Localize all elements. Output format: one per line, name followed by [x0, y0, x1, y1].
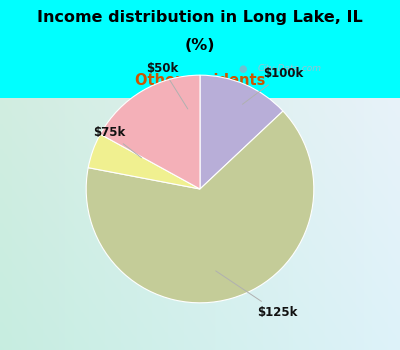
Text: (%): (%): [185, 37, 215, 52]
Wedge shape: [200, 75, 283, 189]
Text: $50k: $50k: [146, 62, 188, 109]
Text: City-Data.com: City-Data.com: [258, 64, 322, 74]
Wedge shape: [88, 134, 200, 189]
Text: $125k: $125k: [216, 271, 298, 319]
Text: Income distribution in Long Lake, IL: Income distribution in Long Lake, IL: [37, 10, 363, 25]
Text: $100k: $100k: [242, 67, 303, 104]
Text: ●: ●: [238, 64, 247, 74]
Text: $75k: $75k: [93, 126, 142, 158]
Wedge shape: [86, 111, 314, 303]
Wedge shape: [100, 75, 200, 189]
Text: Other residents: Other residents: [135, 73, 265, 88]
